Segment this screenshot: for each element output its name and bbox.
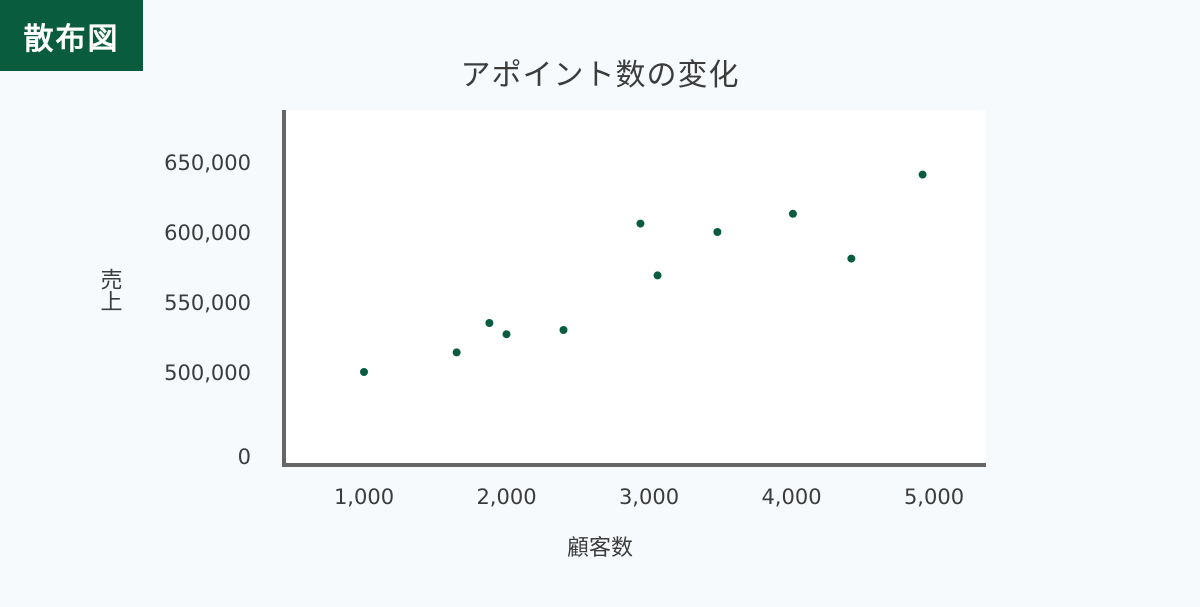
chart-type-badge: 散布図: [0, 0, 143, 71]
x-tick-label: 4,000: [761, 485, 821, 509]
data-point: [485, 319, 494, 327]
plot-area: [284, 110, 986, 465]
x-tick-label: 5,000: [904, 485, 964, 509]
data-point: [452, 348, 461, 357]
y-tick-label: 0: [238, 445, 251, 469]
data-point: [502, 330, 511, 339]
data-point: [360, 368, 368, 376]
y-axis-title: 売上: [97, 268, 123, 312]
y-tick-label: 650,000: [164, 151, 251, 175]
x-axis-title: 顧客数: [567, 536, 633, 561]
chart-title: アポイント数の変化: [460, 58, 740, 93]
y-tick-label: 550,000: [164, 291, 251, 315]
x-tick-label: 3,000: [619, 485, 679, 509]
data-point: [847, 254, 856, 263]
badge-label: 散布図: [23, 21, 120, 57]
data-point: [559, 326, 568, 334]
data-point: [653, 271, 662, 280]
y-tick-label: 500,000: [164, 361, 251, 385]
x-tick-label: 1,000: [334, 485, 394, 509]
x-tick-labels: 1,000 2,000 3,000 4,000 5,000: [334, 485, 964, 509]
data-point: [788, 209, 797, 218]
data-point: [713, 228, 722, 236]
x-tick-label: 2,000: [476, 485, 536, 509]
data-point: [918, 170, 927, 179]
y-tick-label: 600,000: [164, 221, 251, 245]
y-tick-labels: 0 500,000 550,000 600,000 650,000: [164, 151, 251, 469]
data-points: [360, 170, 927, 376]
data-point: [636, 219, 645, 228]
